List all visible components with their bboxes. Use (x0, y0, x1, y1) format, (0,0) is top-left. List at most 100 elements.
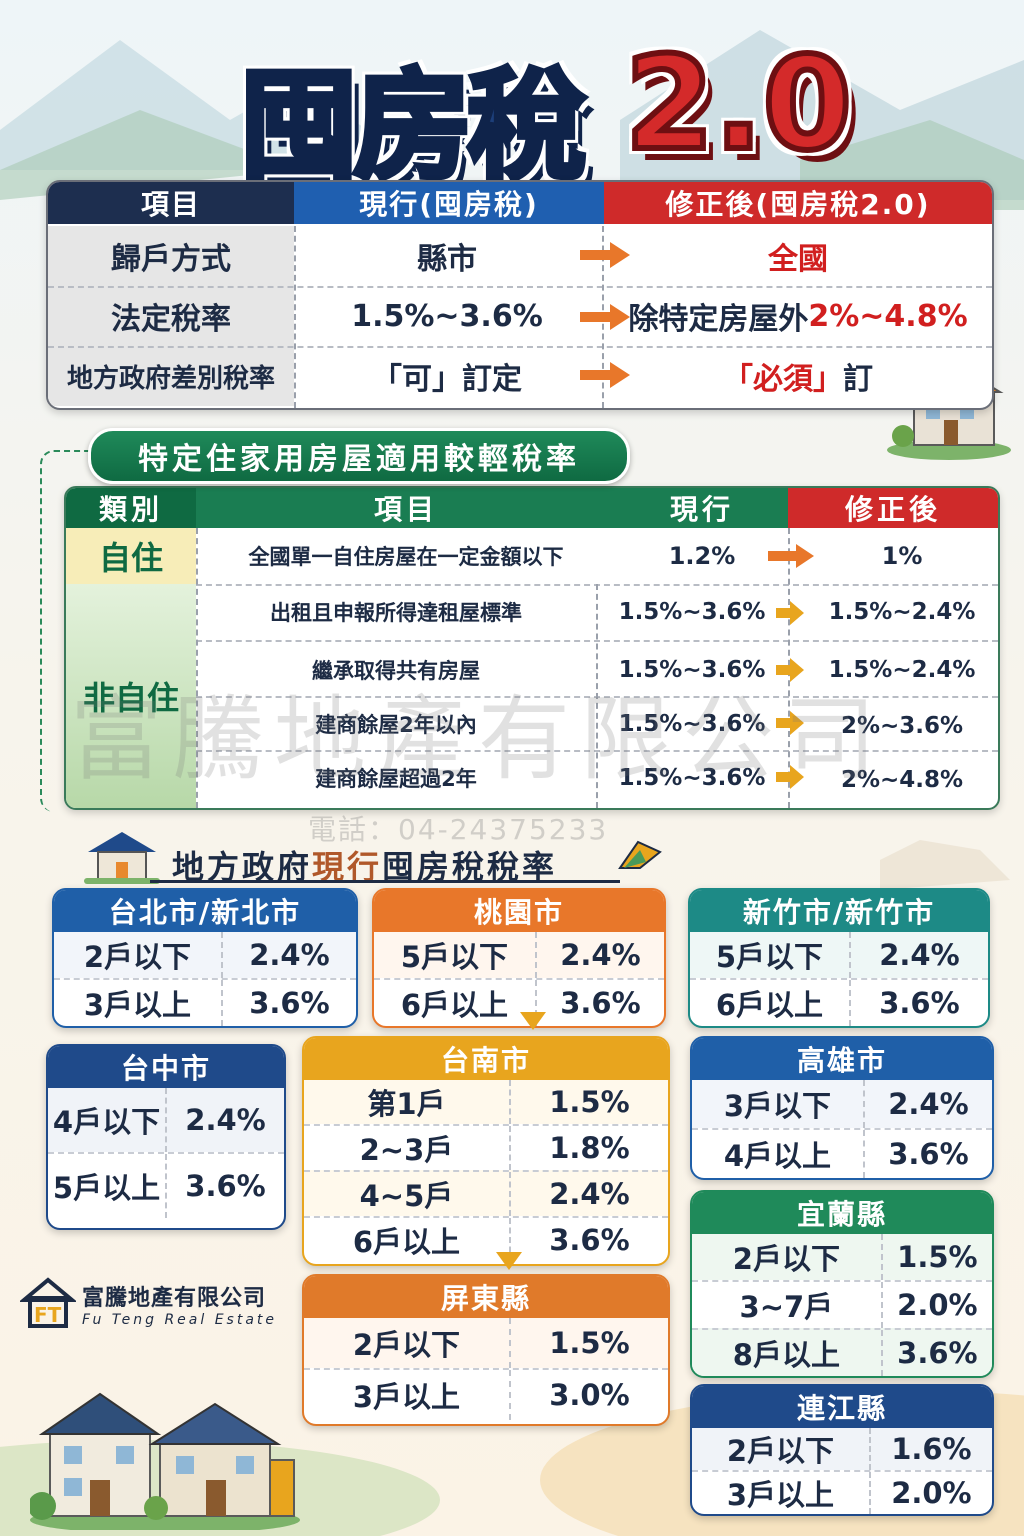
row-revised-prefix: 除特定房屋外 (628, 302, 809, 337)
company-logo: FT 富騰地產有限公司 Fu Teng Real Estate (20, 1276, 290, 1336)
comparison-table: 項目 現行(囤房稅) 修正後(囤房稅2.0) 歸戶方式 縣市 全國 法定稅率 1… (46, 180, 994, 410)
row-revised: 「必須」訂 (604, 346, 992, 406)
row-current: 1.5%~3.6% (351, 298, 543, 334)
row-revised-rate: 「必須」 (723, 362, 843, 397)
svg-text:FT: FT (34, 1303, 62, 1327)
page-title: 囤房稅 2.0 (230, 20, 870, 198)
city-name: 台南市 (304, 1038, 668, 1080)
category-non-self-use: 非自住 (66, 584, 196, 808)
non-self-item: 建商餘屋超過2年 (315, 767, 477, 791)
city-card-hsinchu: 新竹市/新竹市 5戶以下 2.4% 6戶以上 3.6% (688, 888, 990, 1028)
row-revised-rate: 2%~4.8% (808, 298, 968, 334)
comparison-row: 歸戶方式 縣市 全國 (48, 226, 992, 286)
city-card-kaohsiung: 高雄市 3戶以下 2.4% 4戶以上 3.6% (690, 1036, 994, 1180)
comparison-row: 法定稅率 1.5%~3.6% 除特定房屋外 2%~4.8% (48, 286, 992, 346)
rate-row: 6戶以上 3.6% (690, 978, 988, 1026)
section-frame (40, 450, 92, 812)
header-item: 項目 (196, 488, 616, 528)
special-rate-banner: 特定住家用房屋適用較輕稅率 (88, 428, 630, 484)
rate-row: 2戶以下 1.5% (304, 1318, 668, 1368)
header-item: 項目 (48, 182, 294, 224)
rate-row: 6戶以上 3.6% (374, 978, 664, 1026)
city-card-yilan: 宜蘭縣 2戶以下 1.5% 3~7戶 2.0% 8戶以上 3.6% (690, 1190, 994, 1378)
arrow-icon (768, 544, 814, 568)
rate-row: 5戶以下 2.4% (374, 932, 664, 978)
city-name: 連江縣 (692, 1386, 992, 1428)
rate-row: 2戶以下 2.4% (54, 932, 356, 978)
arrow-icon (776, 765, 804, 789)
arrow-icon (580, 304, 630, 330)
rate-row: 5戶以上 3.6% (48, 1152, 284, 1218)
arrow-icon (580, 362, 630, 388)
city-card-lienchiang: 連江縣 2戶以下 1.6% 3戶以上 2.0% (690, 1384, 994, 1516)
row-current: 縣市 (417, 242, 477, 277)
logo-english: Fu Teng Real Estate (82, 1312, 278, 1328)
rate-row: 8戶以上 3.6% (692, 1328, 992, 1376)
down-arrow-icon (496, 1252, 522, 1270)
non-self-item: 出租且申報所得達租屋標準 (270, 601, 522, 625)
down-arrow-icon (520, 1012, 546, 1030)
row-revised: 除特定房屋外 2%~4.8% (604, 286, 992, 346)
rate-row: 3戶以上 3.6% (54, 978, 356, 1026)
rate-row: 3~7戶 2.0% (692, 1280, 992, 1328)
row-label: 法定稅率 (48, 286, 294, 346)
header-current: 現行(囤房稅) (294, 182, 604, 224)
category-self-use: 自住 (66, 528, 196, 584)
non-self-current: 1.5%~3.6% (618, 657, 766, 683)
rate-row: 2~3戶 1.8% (304, 1124, 668, 1170)
non-self-current: 1.5%~3.6% (618, 711, 766, 737)
city-name: 新竹市/新竹市 (690, 890, 988, 932)
row-revised-suffix: 訂 (843, 362, 873, 397)
city-card-pingtung: 屏東縣 2戶以下 1.5% 3戶以上 3.0% (302, 1274, 670, 1426)
logo-house-icon: FT (20, 1277, 76, 1328)
local-rates-title: 地方政府現行囤房稅稅率 (172, 848, 558, 886)
non-self-item: 繼承取得共有房屋 (312, 659, 480, 683)
city-name: 台中市 (48, 1046, 284, 1088)
rate-row: 第1戶 1.5% (304, 1080, 668, 1124)
city-card-taoyuan: 桃園市 5戶以下 2.4% 6戶以上 3.6% (372, 888, 666, 1028)
rate-row: 2戶以下 1.5% (692, 1234, 992, 1280)
city-card-tainan: 台南市 第1戶 1.5% 2~3戶 1.8% 4~5戶 2.4% 6戶以上 3.6% (302, 1036, 670, 1266)
house-icon (84, 832, 160, 884)
rate-row: 2戶以下 1.6% (692, 1428, 992, 1470)
non-self-current: 1.5%~3.6% (618, 765, 766, 791)
city-name: 台北市/新北市 (54, 890, 356, 932)
non-self-revised: 1.5%~2.4% (828, 599, 976, 625)
row-revised: 全國 (768, 242, 828, 277)
arrow-icon (580, 242, 630, 268)
city-name: 桃園市 (374, 890, 664, 932)
rate-row: 3戶以上 3.0% (304, 1368, 668, 1420)
leaf-icon (618, 840, 662, 869)
rate-row: 3戶以下 2.4% (692, 1080, 992, 1128)
rate-row: 6戶以上 3.6% (304, 1216, 668, 1262)
houses-illustration (30, 1392, 300, 1530)
self-use-revised: 1% (881, 542, 923, 570)
comparison-row: 地方政府差別稅率 「可」訂定 「必須」訂 (48, 346, 992, 406)
arrow-icon (776, 658, 804, 682)
city-name: 屏東縣 (304, 1276, 668, 1318)
arrow-icon (776, 711, 804, 735)
watermark-phone: 電話：04-24375233 (308, 813, 609, 846)
city-name: 高雄市 (692, 1038, 992, 1080)
logo-name: 富騰地產有限公司 (82, 1286, 267, 1311)
city-card-taipei: 台北市/新北市 2戶以下 2.4% 3戶以上 3.6% (52, 888, 358, 1028)
rate-row: 5戶以下 2.4% (690, 932, 988, 978)
city-name: 宜蘭縣 (692, 1192, 992, 1234)
rate-row: 4~5戶 2.4% (304, 1170, 668, 1216)
title-version-text: 2.0 (622, 27, 855, 182)
special-rate-table: 類別 項目 現行 修正後 自住 全國單一自住房屋在一定金額以下 1.2% 1% … (64, 486, 1000, 810)
row-current: 「可」訂定 (372, 362, 522, 397)
rate-row: 4戶以下 2.4% (48, 1088, 284, 1152)
non-self-current: 1.5%~3.6% (618, 599, 766, 625)
rate-row: 3戶以上 2.0% (692, 1470, 992, 1514)
row-label: 歸戶方式 (48, 226, 294, 286)
non-self-revised: 2%~4.8% (840, 767, 964, 793)
arrow-icon (776, 601, 804, 625)
non-self-revised: 2%~3.6% (840, 713, 964, 739)
rate-row: 4戶以上 3.6% (692, 1128, 992, 1178)
header-revised: 修正後 (788, 488, 998, 528)
header-current: 現行 (616, 488, 788, 528)
non-self-item: 建商餘屋2年以內 (315, 713, 477, 737)
self-use-item: 全國單一自住房屋在一定金額以下 (248, 545, 564, 569)
self-use-current: 1.2% (668, 542, 736, 570)
